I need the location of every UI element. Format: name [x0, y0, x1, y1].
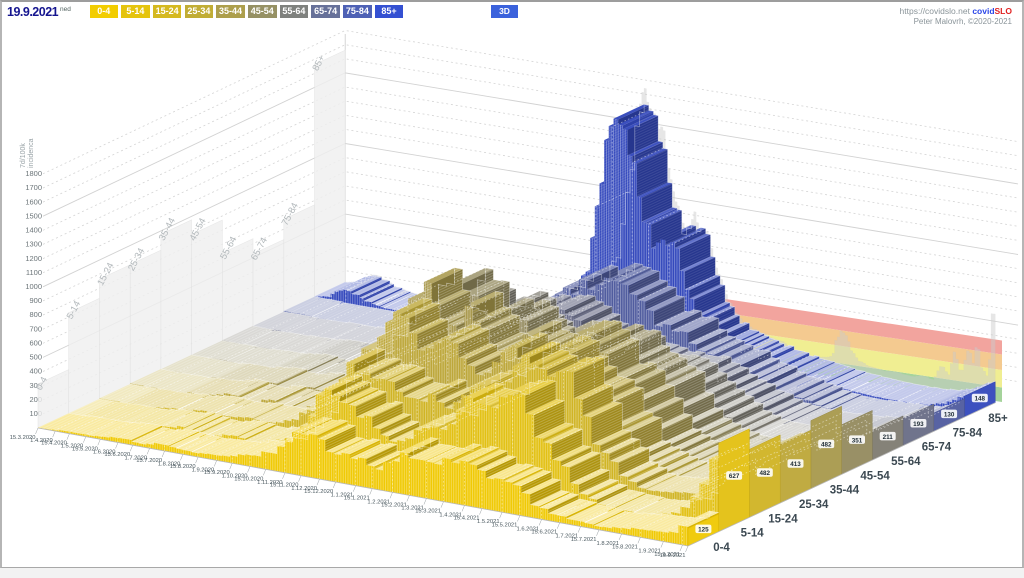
svg-text:15-24: 15-24	[768, 513, 798, 525]
svg-text:15.4.2021: 15.4.2021	[454, 516, 480, 522]
svg-text:15.7.2021: 15.7.2021	[571, 537, 597, 543]
svg-text:900: 900	[29, 296, 42, 305]
svg-text:15.3.2021: 15.3.2021	[415, 509, 441, 515]
svg-text:1500: 1500	[25, 211, 42, 220]
svg-text:413: 413	[790, 461, 801, 468]
svg-text:1.9.2020: 1.9.2020	[192, 467, 215, 473]
svg-text:800: 800	[29, 310, 42, 319]
svg-text:15.6.2020: 15.6.2020	[104, 452, 130, 458]
svg-text:15.7.2020: 15.7.2020	[136, 458, 162, 464]
svg-text:1.6.2020: 1.6.2020	[93, 450, 116, 456]
svg-text:1700: 1700	[25, 183, 42, 192]
svg-text:1.2.2021: 1.2.2021	[367, 499, 390, 505]
svg-text:500: 500	[29, 353, 42, 362]
svg-text:0-4: 0-4	[713, 542, 730, 554]
svg-text:1100: 1100	[26, 268, 42, 277]
svg-text:125: 125	[698, 527, 709, 534]
svg-text:15.10.2020: 15.10.2020	[234, 476, 263, 482]
svg-text:482: 482	[821, 442, 832, 449]
svg-text:1.5.2021: 1.5.2021	[477, 519, 500, 525]
svg-text:700: 700	[29, 324, 42, 333]
svg-text:1.10.2020: 1.10.2020	[222, 474, 248, 480]
svg-text:300: 300	[29, 381, 42, 390]
svg-text:15.9.2020: 15.9.2020	[204, 470, 230, 476]
svg-text:1300: 1300	[25, 240, 42, 249]
svg-text:1200: 1200	[25, 254, 42, 263]
svg-text:15.11.2020: 15.11.2020	[270, 483, 299, 489]
svg-text:1000: 1000	[25, 282, 42, 291]
svg-text:15.9.2021: 15.9.2021	[654, 552, 680, 558]
svg-text:55-64: 55-64	[891, 456, 921, 468]
svg-text:148: 148	[975, 396, 986, 403]
svg-text:45-54: 45-54	[860, 470, 890, 482]
svg-text:75-84: 75-84	[953, 427, 983, 439]
svg-text:482: 482	[760, 470, 771, 477]
svg-text:15.1.2021: 15.1.2021	[344, 496, 370, 502]
svg-text:1400: 1400	[25, 226, 42, 235]
svg-text:19.9.2021: 19.9.2021	[660, 553, 686, 559]
svg-text:1.12.2020: 1.12.2020	[291, 486, 317, 492]
svg-text:85+: 85+	[988, 413, 1008, 425]
svg-text:25-34: 25-34	[799, 499, 829, 511]
svg-text:100: 100	[29, 409, 42, 418]
svg-text:1.4.2020: 1.4.2020	[30, 438, 53, 444]
svg-text:15.3.2020: 15.3.2020	[10, 435, 36, 441]
svg-text:1.11.2020: 1.11.2020	[257, 480, 282, 486]
svg-text:211: 211	[883, 434, 894, 441]
svg-text:1600: 1600	[25, 197, 42, 206]
svg-text:5-14: 5-14	[741, 528, 765, 540]
svg-text:1.7.2020: 1.7.2020	[125, 455, 148, 461]
svg-text:1.6.2021: 1.6.2021	[517, 526, 540, 532]
svg-text:1.1.2021: 1.1.2021	[331, 493, 354, 499]
svg-text:1.4.2021: 1.4.2021	[439, 512, 462, 518]
svg-text:1.9.2021: 1.9.2021	[638, 549, 661, 555]
svg-text:15.5.2021: 15.5.2021	[492, 523, 518, 529]
svg-text:1.3.2021: 1.3.2021	[401, 506, 424, 512]
svg-text:193: 193	[913, 421, 924, 428]
svg-text:351: 351	[852, 437, 863, 444]
svg-text:15.8.2021: 15.8.2021	[612, 544, 638, 550]
svg-text:1.8.2021: 1.8.2021	[597, 541, 620, 547]
svg-text:35-44: 35-44	[830, 485, 860, 497]
svg-text:200: 200	[29, 395, 42, 404]
svg-text:400: 400	[29, 367, 42, 376]
svg-text:1.8.2020: 1.8.2020	[158, 461, 181, 467]
svg-text:15.5.2020: 15.5.2020	[72, 446, 98, 452]
svg-text:627: 627	[729, 473, 740, 480]
svg-text:15.12.2020: 15.12.2020	[304, 489, 333, 495]
svg-text:15.2.2021: 15.2.2021	[381, 502, 407, 508]
svg-text:1800: 1800	[25, 169, 42, 178]
svg-text:15.8.2020: 15.8.2020	[170, 464, 196, 470]
svg-text:incidenca: incidenca	[28, 138, 35, 168]
svg-text:1.5.2020: 1.5.2020	[61, 444, 84, 450]
svg-text:1.7.2021: 1.7.2021	[556, 534, 579, 540]
svg-text:600: 600	[29, 339, 42, 348]
svg-text:7d/100k: 7d/100k	[20, 143, 27, 168]
svg-text:15.4.2020: 15.4.2020	[41, 441, 67, 447]
svg-text:65-74: 65-74	[922, 442, 952, 454]
svg-text:15.6.2021: 15.6.2021	[531, 530, 557, 536]
svg-text:130: 130	[944, 412, 955, 419]
